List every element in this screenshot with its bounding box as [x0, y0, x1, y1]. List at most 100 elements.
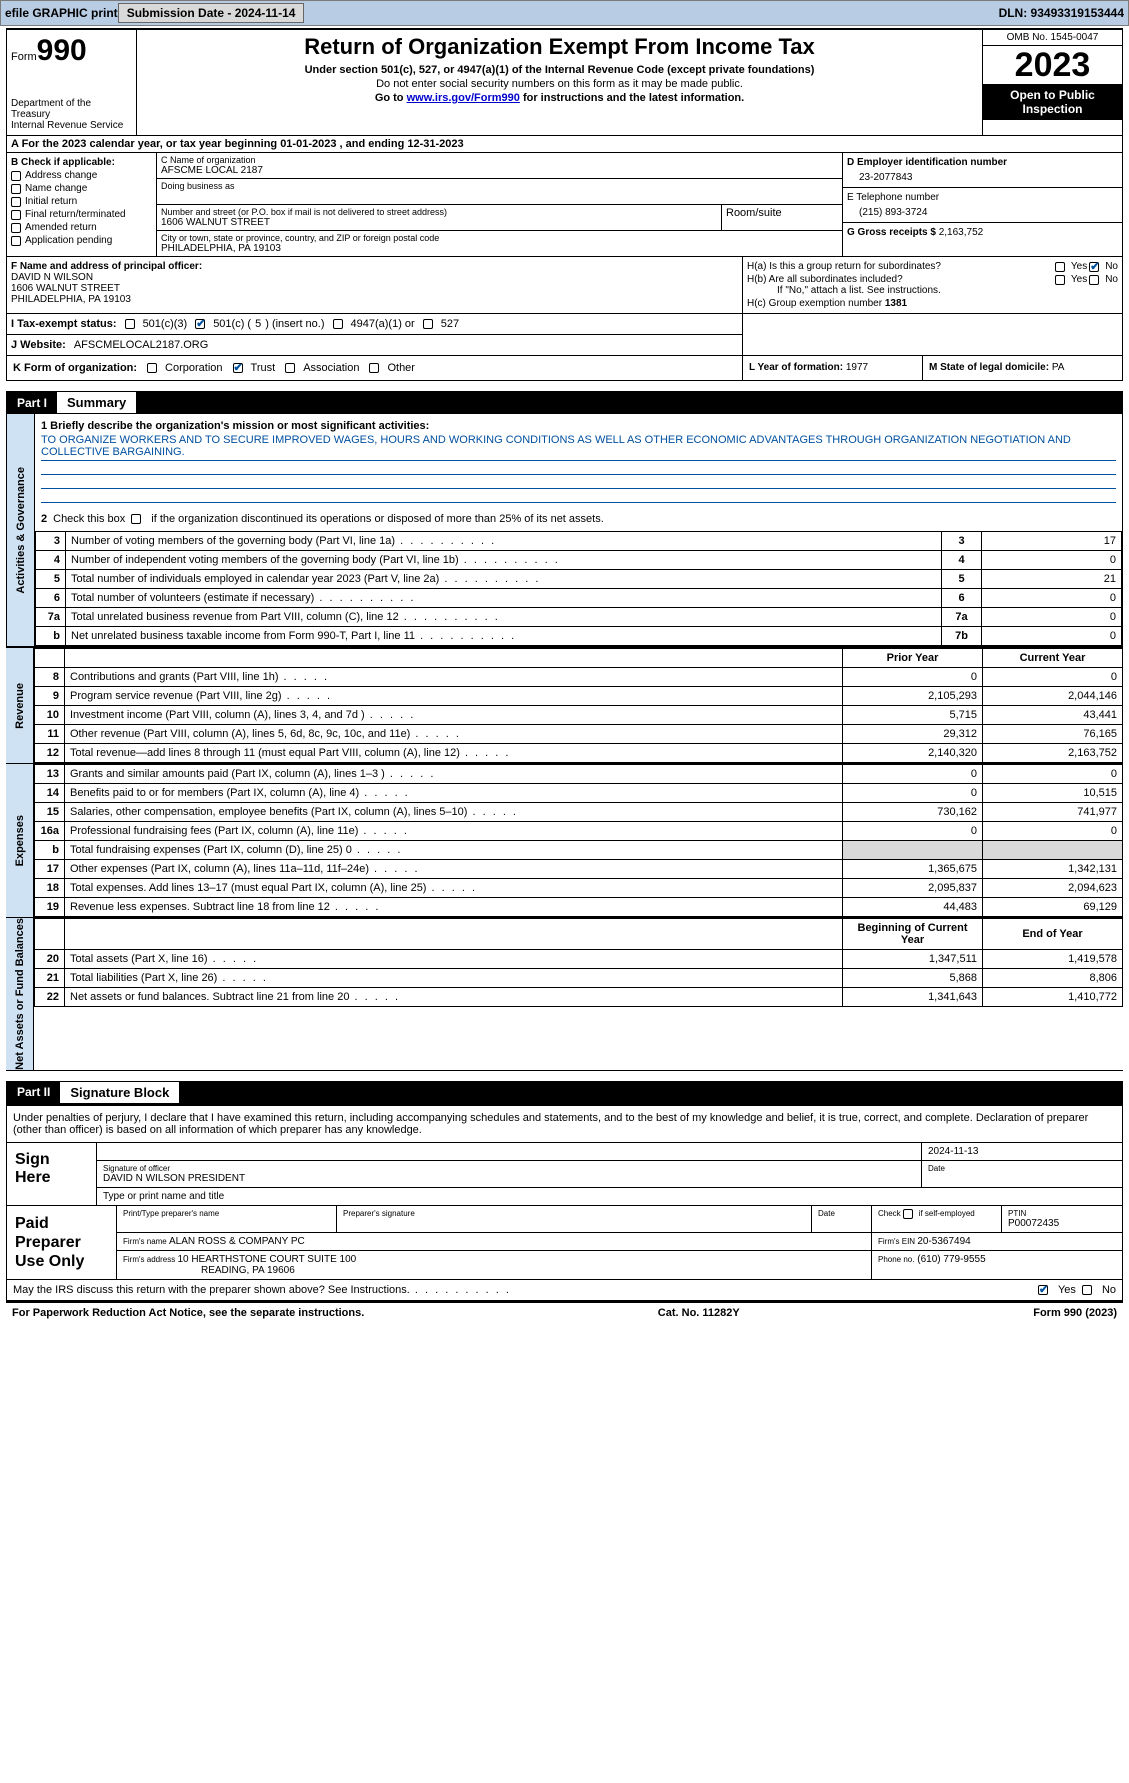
- sig-officer-label: Signature of officer: [103, 1164, 915, 1173]
- phone-value: (215) 893-3724: [847, 203, 1118, 218]
- hb-no[interactable]: [1089, 275, 1099, 285]
- line-no: 14: [35, 784, 65, 803]
- chk-other-org[interactable]: [369, 363, 379, 373]
- chk-application-pending[interactable]: Application pending: [11, 235, 152, 246]
- line-desc: Other expenses (Part IX, column (A), lin…: [65, 860, 843, 879]
- line-no: 7a: [36, 608, 66, 627]
- line-desc: Net assets or fund balances. Subtract li…: [65, 988, 843, 1007]
- ha-yes[interactable]: [1055, 262, 1065, 272]
- line-box: 6: [942, 589, 982, 608]
- chk-assoc[interactable]: [285, 363, 295, 373]
- line-no: 18: [35, 879, 65, 898]
- tab-expenses: Expenses: [6, 764, 34, 917]
- q1-label: 1 Briefly describe the organization's mi…: [41, 420, 1116, 432]
- line-desc: Number of independent voting members of …: [66, 551, 942, 570]
- dln-label: DLN: 93493319153444: [999, 6, 1124, 20]
- ha-no[interactable]: [1089, 262, 1099, 272]
- chk-4947[interactable]: [333, 319, 343, 329]
- sig-date: 2024-11-13: [922, 1143, 1122, 1160]
- revenue-table: Prior Year Current Year8 Contributions a…: [34, 648, 1123, 763]
- discuss-no[interactable]: [1082, 1285, 1092, 1295]
- section-a-period: A For the 2023 calendar year, or tax yea…: [6, 136, 1123, 153]
- chk-trust[interactable]: [233, 363, 243, 373]
- line-desc: Program service revenue (Part VIII, line…: [65, 687, 843, 706]
- ptin-value: P00072435: [1008, 1218, 1116, 1229]
- chk-corp[interactable]: [147, 363, 157, 373]
- chk-address-change[interactable]: Address change: [11, 170, 152, 181]
- end-year-val: 1,410,772: [983, 988, 1123, 1007]
- phone-label: E Telephone number: [847, 192, 1118, 203]
- chk-527[interactable]: [423, 319, 433, 329]
- hb-label: H(b) Are all subordinates included?: [747, 274, 903, 285]
- sign-here-label: Sign Here: [7, 1143, 97, 1205]
- hb-yes[interactable]: [1055, 275, 1065, 285]
- form-header: Form990 Department of the Treasury Inter…: [6, 28, 1123, 136]
- tab-net-assets: Net Assets or Fund Balances: [6, 918, 34, 1070]
- org-name-label: C Name of organization: [161, 155, 838, 165]
- beg-year-hdr: Beginning of Current Year: [843, 919, 983, 950]
- line-no: 3: [36, 532, 66, 551]
- chk-final-return[interactable]: Final return/terminated: [11, 209, 152, 220]
- chk-501c3[interactable]: [125, 319, 135, 329]
- dept-irs: Internal Revenue Service: [11, 120, 132, 131]
- prior-year-val: 2,105,293: [843, 687, 983, 706]
- form-label: Form: [11, 51, 37, 63]
- prior-year-val: 44,483: [843, 898, 983, 917]
- chk-initial-return[interactable]: Initial return: [11, 196, 152, 207]
- end-year-val: 1,419,578: [983, 950, 1123, 969]
- line-no: 5: [36, 570, 66, 589]
- dba-label: Doing business as: [161, 181, 838, 191]
- firm-ein-label: Firm's EIN: [878, 1237, 917, 1246]
- line-desc: Number of voting members of the governin…: [66, 532, 942, 551]
- line-desc: Total number of volunteers (estimate if …: [66, 589, 942, 608]
- line-no: b: [36, 627, 66, 646]
- ha-label: H(a) Is this a group return for subordin…: [747, 261, 941, 272]
- line-no: b: [35, 841, 65, 860]
- address-row: Number and street (or P.O. box if mail i…: [157, 205, 842, 230]
- tab-revenue: Revenue: [6, 648, 34, 763]
- chk-discontinued[interactable]: [131, 514, 141, 524]
- firm-name-value: ALAN ROSS & COMPANY PC: [169, 1236, 305, 1247]
- chk-amended-return[interactable]: Amended return: [11, 222, 152, 233]
- line-val: 0: [982, 627, 1122, 646]
- org-name-value: AFSCME LOCAL 2187: [161, 165, 838, 176]
- paperwork-notice: For Paperwork Reduction Act Notice, see …: [12, 1307, 364, 1319]
- beg-year-val: 1,347,511: [843, 950, 983, 969]
- year-formation-value: 1977: [846, 362, 868, 373]
- prep-sig-label: Preparer's signature: [343, 1209, 805, 1218]
- line-no: 6: [36, 589, 66, 608]
- q2-text: if the organization discontinued its ope…: [151, 513, 604, 525]
- prior-year-val: 730,162: [843, 803, 983, 822]
- end-year-hdr: End of Year: [983, 919, 1123, 950]
- type-print-label: Type or print name and title: [97, 1188, 1122, 1205]
- ptin-label: PTIN: [1008, 1209, 1116, 1218]
- expenses-table: 13 Grants and similar amounts paid (Part…: [34, 764, 1123, 917]
- line-no: 21: [35, 969, 65, 988]
- form-number: 990: [37, 34, 87, 67]
- irs-link[interactable]: www.irs.gov/Form990: [407, 92, 520, 104]
- room-label: Room/suite: [726, 207, 838, 219]
- date-label: Date: [928, 1164, 1116, 1173]
- current-year-val: 741,977: [983, 803, 1123, 822]
- line-desc: Other revenue (Part VIII, column (A), li…: [65, 725, 843, 744]
- hc-value: 1381: [885, 298, 907, 309]
- firm-addr-label: Firm's address: [123, 1255, 177, 1264]
- prior-year-val: 0: [843, 668, 983, 687]
- chk-501c[interactable]: [195, 319, 205, 329]
- line-desc: Salaries, other compensation, employee b…: [65, 803, 843, 822]
- prior-year-val: 5,715: [843, 706, 983, 725]
- form-subtitle-2: Do not enter social security numbers on …: [145, 78, 974, 90]
- chk-name-change[interactable]: Name change: [11, 183, 152, 194]
- line-val: 17: [982, 532, 1122, 551]
- domicile-value: PA: [1052, 362, 1065, 373]
- line-desc: Net unrelated business taxable income fr…: [66, 627, 942, 646]
- line-desc: Total revenue—add lines 8 through 11 (mu…: [65, 744, 843, 763]
- chk-self-employed[interactable]: [903, 1209, 913, 1219]
- box-b-checkboxes: B Check if applicable: Address change Na…: [7, 153, 157, 256]
- officer-name: DAVID N WILSON: [11, 272, 738, 283]
- beg-year-val: 5,868: [843, 969, 983, 988]
- discuss-yes[interactable]: [1038, 1285, 1048, 1295]
- line-box: 5: [942, 570, 982, 589]
- submission-date-button[interactable]: Submission Date - 2024-11-14: [118, 3, 305, 23]
- website-value: AFSCMELOCAL2187.ORG: [74, 339, 209, 351]
